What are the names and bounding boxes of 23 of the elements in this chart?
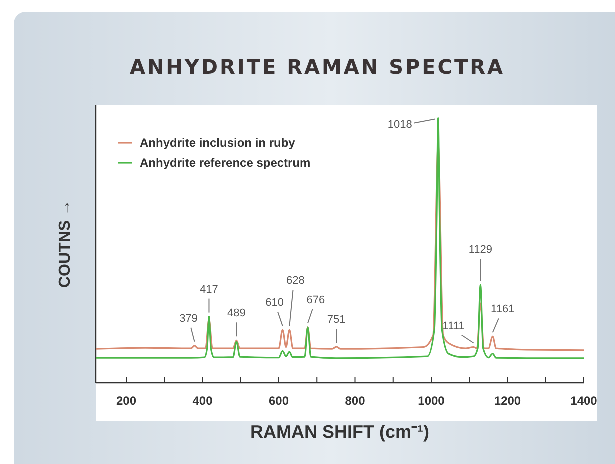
legend-label: Anhydrite reference spectrum	[140, 156, 311, 170]
annotation: 628	[286, 275, 305, 288]
annotation: 489	[228, 308, 246, 320]
annotation: 751	[327, 314, 346, 326]
x-axis-title: RAMAN SHIFT (cm⁻¹)	[250, 422, 430, 442]
annotation: 1129	[468, 244, 493, 256]
x-tick-label: 1400	[570, 394, 598, 408]
x-tick-label: 600	[268, 394, 290, 408]
x-tick-label: 800	[345, 394, 366, 408]
annotation: 379	[180, 312, 198, 325]
annotation: 417	[200, 284, 218, 296]
x-tick-label: 1000	[418, 394, 446, 408]
annotation: 1161	[491, 304, 515, 316]
annotation: 676	[306, 294, 326, 306]
annotation: 1018	[388, 119, 412, 132]
legend-label: Anhydrite inclusion in ruby	[140, 136, 296, 150]
annotation: 1111	[442, 320, 465, 332]
y-axis-title: COUTNS →	[57, 200, 74, 288]
chart-title: ANHYDRITE RAMAN SPECTRA	[130, 55, 506, 79]
annotation: 610	[266, 297, 284, 310]
x-tick-label: 200	[116, 394, 137, 408]
x-tick-label: 1200	[494, 394, 522, 408]
x-tick-label: 400	[192, 394, 214, 408]
